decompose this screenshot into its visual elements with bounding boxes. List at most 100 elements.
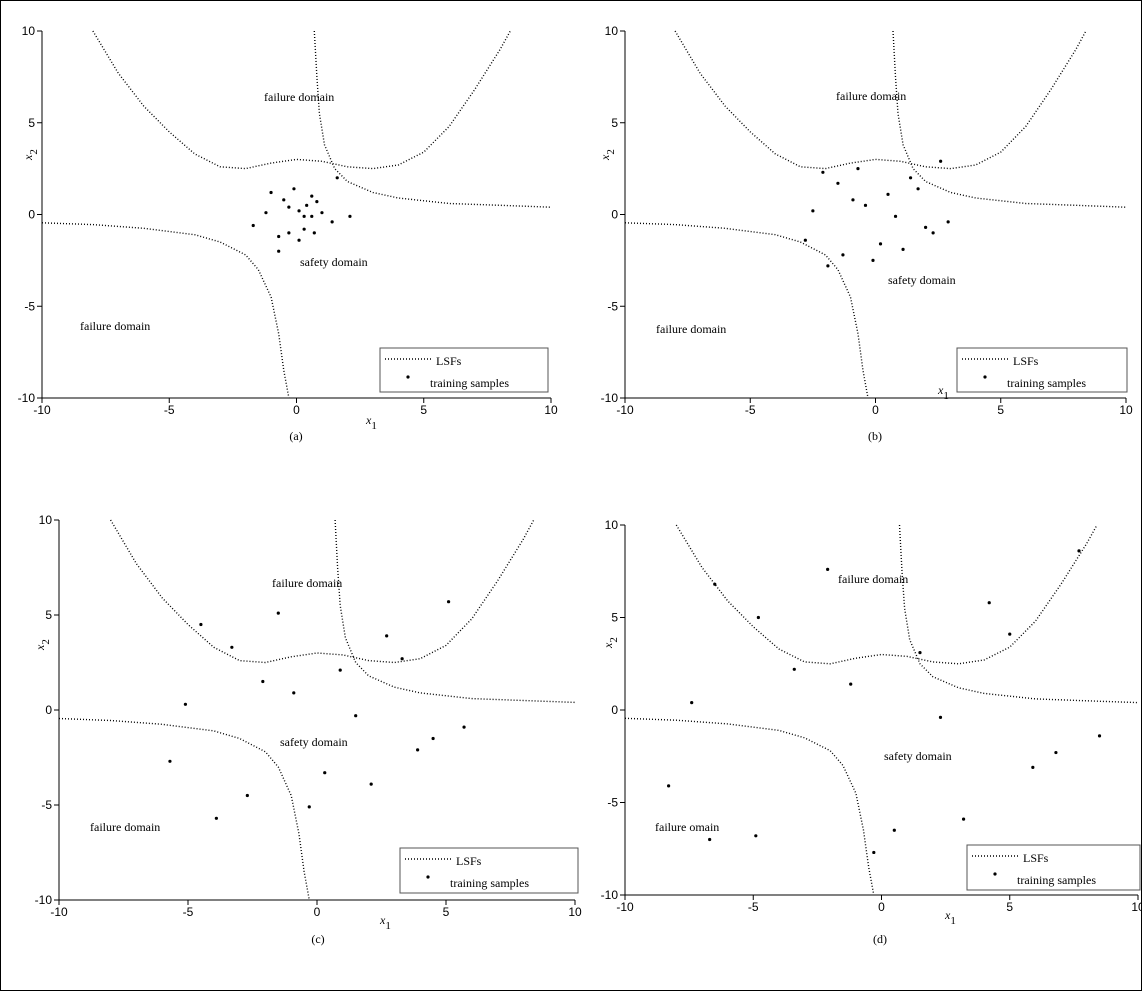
sample-point: [1008, 632, 1012, 636]
sample-point: [872, 850, 876, 855]
sample-point: [261, 679, 265, 684]
sample-point: [924, 225, 928, 229]
annotation: safety domain: [300, 255, 368, 269]
legend-label: LSFs: [1023, 851, 1049, 865]
x-axis-label-text: x: [379, 913, 386, 927]
y-axis-label: x2: [598, 149, 617, 161]
x-axis-label: x1: [944, 908, 956, 927]
x-tick-label: 0: [293, 403, 300, 417]
sample-point: [230, 645, 234, 649]
sample-point: [756, 615, 760, 620]
annotation: failure omain: [655, 820, 719, 834]
y-axis-label-subscript: 2: [605, 149, 617, 155]
x-tick-label: 5: [420, 403, 427, 417]
sample-point: [863, 203, 868, 207]
sample-point: [354, 714, 358, 718]
y-tick-label: -10: [601, 391, 619, 405]
x-axis-label-text: x: [944, 908, 951, 922]
x-tick-label: 10: [1131, 900, 1142, 914]
y-tick-label: 10: [22, 24, 36, 38]
sample-point: [385, 634, 389, 638]
sample-point: [851, 198, 855, 202]
x-axis-label: x1: [365, 413, 377, 432]
sample-point: [312, 231, 316, 235]
x-axis-label-subscript: 1: [943, 390, 949, 402]
sample-point: [916, 187, 920, 191]
sample-point: [335, 176, 339, 180]
sample-point: [446, 600, 451, 604]
y-tick-label: -5: [607, 796, 618, 810]
sample-point: [754, 834, 758, 838]
y-tick-label: 10: [39, 513, 53, 527]
y-tick-label: 5: [28, 116, 35, 130]
sample-point: [841, 253, 845, 257]
sample-point: [348, 214, 352, 218]
y-tick-label: 0: [611, 703, 618, 717]
annotation: safety domain: [884, 749, 952, 763]
legend-box: [956, 347, 1128, 393]
sample-point: [168, 759, 172, 763]
x-tick-label: -10: [616, 403, 634, 417]
annotation: failure domain: [656, 322, 726, 336]
annotation: safety domain: [280, 735, 348, 749]
legend-label: training samples: [450, 876, 529, 890]
sample-point: [431, 736, 435, 741]
legend-box: [966, 844, 1141, 891]
lsf-curve: [624, 30, 1127, 399]
y-axis-label-text: x: [21, 154, 35, 161]
y-axis-label-subscript: 2: [28, 149, 40, 155]
sample-point: [901, 247, 905, 251]
sample-point: [323, 771, 327, 775]
sample-point: [961, 817, 966, 821]
sample-point: [849, 682, 853, 686]
legend-box: [379, 347, 549, 393]
sample-point: [251, 223, 255, 228]
sample-point: [836, 181, 840, 185]
sample-point: [292, 187, 296, 191]
legend-dot: [406, 375, 410, 379]
y-tick-label: 0: [28, 208, 35, 222]
caption: (c): [311, 932, 324, 946]
x-tick-label: -5: [183, 905, 194, 919]
x-tick-label: -5: [745, 403, 756, 417]
sample-point: [462, 725, 466, 729]
sample-point: [277, 234, 281, 239]
annotation: failure domain: [272, 576, 342, 590]
sample-point: [297, 209, 301, 213]
sample-point: [338, 668, 342, 672]
sample-point: [310, 214, 314, 218]
sample-point: [276, 611, 280, 615]
y-axis-label-subscript: 2: [608, 637, 620, 643]
sample-point: [183, 702, 188, 706]
y-tick-label: 10: [605, 24, 619, 38]
sample-point: [708, 837, 712, 842]
sample-point: [264, 211, 268, 215]
annotation: failure domain: [90, 820, 160, 834]
y-tick-label: 0: [611, 208, 618, 222]
sample-point: [826, 567, 830, 572]
x-tick-label: 10: [1119, 403, 1133, 417]
sample-point: [305, 203, 309, 207]
lsf-curve: [41, 30, 552, 399]
y-tick-label: 5: [611, 611, 618, 625]
x-tick-label: -5: [164, 403, 175, 417]
annotation: failure domain: [838, 572, 908, 586]
y-axis-label-text: x: [33, 644, 47, 651]
sample-point: [1054, 750, 1058, 755]
sample-point: [878, 242, 883, 246]
y-tick-label: -10: [601, 888, 619, 902]
sample-point: [310, 194, 314, 198]
sample-point: [811, 209, 815, 213]
y-tick-label: 0: [45, 703, 52, 717]
sample-point: [199, 622, 203, 627]
sample-point: [918, 651, 922, 655]
y-axis-label-subscript: 2: [40, 639, 52, 645]
y-axis-label-text: x: [601, 642, 615, 649]
legend-label: training samples: [1007, 376, 1086, 390]
sample-point: [1031, 765, 1035, 769]
y-axis-label-text: x: [598, 154, 612, 161]
legend-dot: [426, 875, 430, 879]
sample-point: [320, 211, 324, 215]
sample-point: [931, 231, 935, 235]
